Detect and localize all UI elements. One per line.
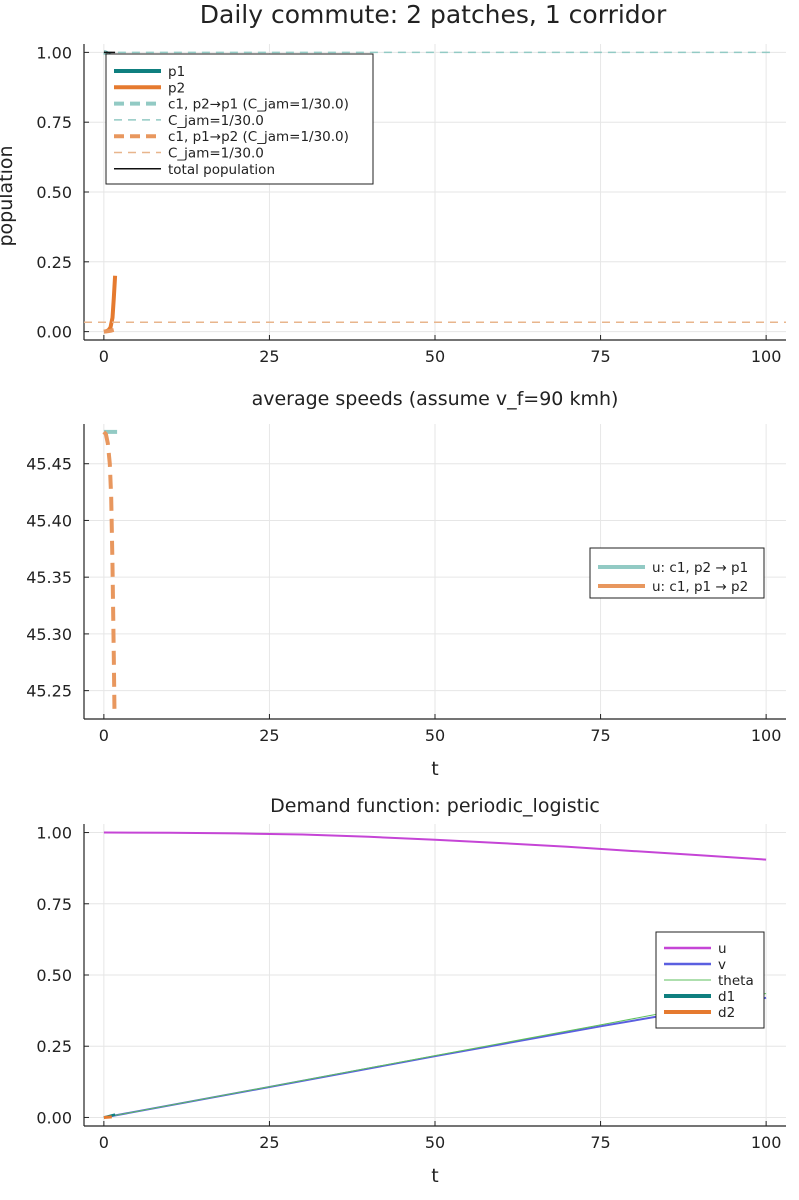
panel-demand: Demand function: periodic_logistic t 0 25… xyxy=(36,795,786,1187)
y-axis-label: population xyxy=(0,145,17,246)
x-tick-label: 75 xyxy=(590,347,610,366)
x-tick-label: 100 xyxy=(751,347,782,366)
legend-label: d1 xyxy=(718,989,735,1005)
y-tick-label: 0.25 xyxy=(36,253,72,272)
x-tick-label: 25 xyxy=(259,1133,279,1152)
y-tick-label: 1.00 xyxy=(36,824,72,843)
x-tick-label: 50 xyxy=(425,1133,445,1152)
x-tick-label: 75 xyxy=(590,1133,610,1152)
legend-label: u xyxy=(718,941,727,957)
legend-label: c1, p1→p2 (C_jam=1/30.0) xyxy=(168,129,349,145)
legend-label: d2 xyxy=(718,1005,735,1021)
x-tick-label: 25 xyxy=(259,726,279,745)
x-tick-label: 0 xyxy=(99,1133,109,1152)
legend-label: theta xyxy=(718,973,754,989)
panel-population: Daily commute: 2 patches, 1 corridor pop… xyxy=(0,0,786,366)
y-tick-label: 45.45 xyxy=(26,455,72,474)
legend-label: c1, p2→p1 (C_jam=1/30.0) xyxy=(168,97,349,113)
x-tick-label: 50 xyxy=(425,347,445,366)
chart-title: average speeds (assume v_f=90 kmh) xyxy=(252,388,619,410)
x-tick-label: 25 xyxy=(259,347,279,366)
y-tick-label: 0.75 xyxy=(36,113,72,132)
y-tick-label: 1.00 xyxy=(36,43,72,62)
series-group xyxy=(102,429,118,714)
y-tick-label: 45.35 xyxy=(26,568,72,587)
x-axis-label: t xyxy=(431,1165,438,1187)
series-line-1 xyxy=(103,275,118,334)
chart-title: Daily commute: 2 patches, 1 corridor xyxy=(200,0,667,29)
x-tick-label: 100 xyxy=(751,726,782,745)
series-line-0 xyxy=(103,831,767,861)
x-tick-label: 75 xyxy=(590,726,610,745)
series-line-4 xyxy=(103,1115,112,1119)
y-tick-label: 45.25 xyxy=(26,682,72,701)
legend-label: u: c1, p1 → p2 xyxy=(652,579,748,595)
y-tick-label: 45.40 xyxy=(26,511,72,530)
chart-title: Demand function: periodic_logistic xyxy=(270,795,600,817)
legend-label: v xyxy=(718,957,726,973)
y-tick-label: 0.50 xyxy=(36,183,72,202)
legend-label: p2 xyxy=(168,80,185,96)
x-axis-label: t xyxy=(431,758,438,780)
x-tick-label: 0 xyxy=(99,726,109,745)
legend-box xyxy=(589,547,765,599)
legend-label: C_jam=1/30.0 xyxy=(168,146,264,162)
x-tick-label: 100 xyxy=(751,1133,782,1152)
y-tick-label: 0.00 xyxy=(36,323,72,342)
panel-speeds: average speeds (assume v_f=90 kmh) t 0 25… xyxy=(26,388,786,780)
y-tick-label: 0.25 xyxy=(36,1037,72,1056)
legend-label: u: c1, p2 → p1 xyxy=(652,560,748,576)
y-tick-label: 45.30 xyxy=(26,625,72,644)
y-tick-label: 0.75 xyxy=(36,895,72,914)
y-tick-label: 0.00 xyxy=(36,1108,72,1127)
series-line-4 xyxy=(103,327,116,334)
x-tick-label: 50 xyxy=(425,726,445,745)
y-tick-label: 0.50 xyxy=(36,966,72,985)
legend-label: p1 xyxy=(168,64,185,80)
grid xyxy=(84,824,786,1126)
series-line-1 xyxy=(102,430,117,714)
legend: u: c1, p2 → p1 u: c1, p1 → p2 xyxy=(589,547,765,599)
legend-label: total population xyxy=(168,162,275,178)
x-tick-label: 0 xyxy=(99,347,109,366)
legend-label: C_jam=1/30.0 xyxy=(168,113,264,129)
legend-box xyxy=(105,53,374,185)
